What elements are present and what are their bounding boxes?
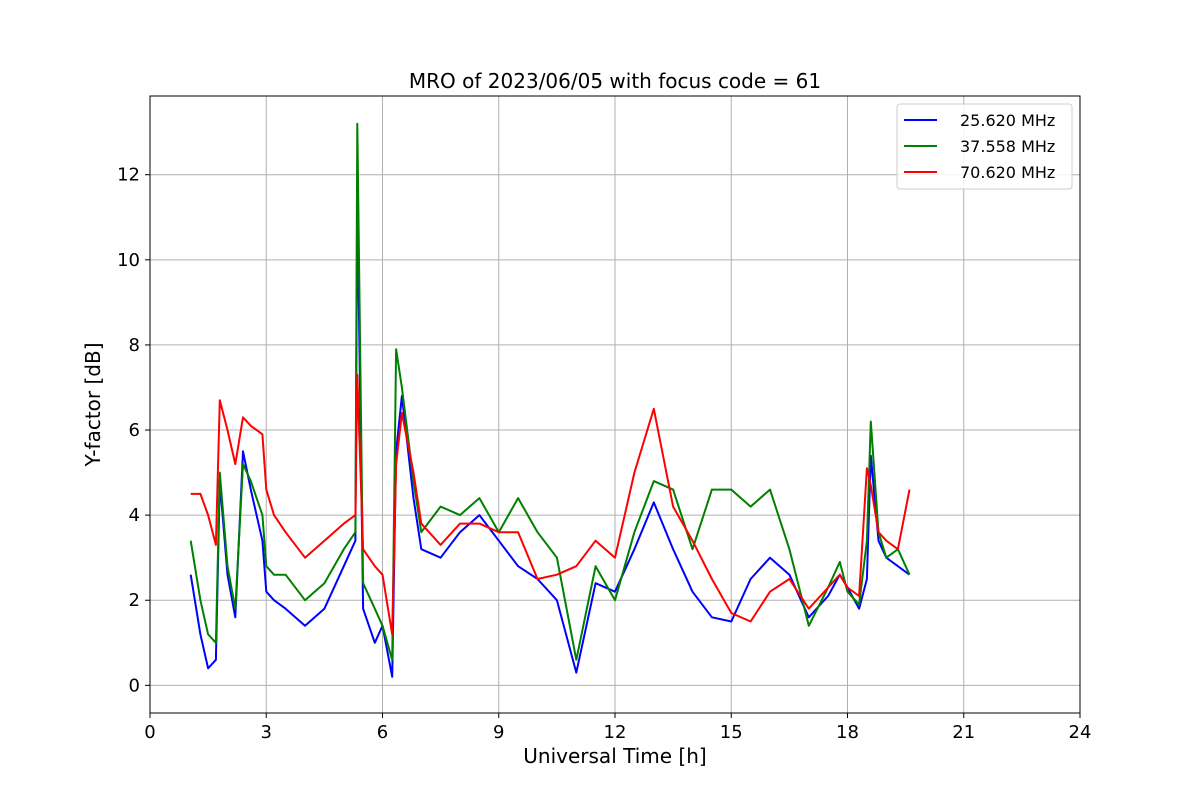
x-tick-label: 0 bbox=[144, 722, 155, 743]
legend-label: 70.620 MHz bbox=[960, 163, 1055, 182]
legend-box bbox=[896, 103, 1073, 190]
x-tick-label: 24 bbox=[1069, 722, 1092, 743]
legend: 25.620 MHz 37.558 MHz 70.620 MHz bbox=[896, 103, 1073, 190]
x-tick-label: 18 bbox=[836, 722, 859, 743]
x-tick-label: 15 bbox=[720, 722, 743, 743]
x-tick-label: 12 bbox=[604, 722, 627, 743]
series-line-3 bbox=[190, 373, 911, 636]
y-tick-label: 12 bbox=[117, 165, 140, 186]
chart-title: MRO of 2023/06/05 with focus code = 61 bbox=[409, 69, 821, 93]
series-line-2 bbox=[189, 122, 911, 661]
x-axis-label: Universal Time [h] bbox=[523, 744, 706, 768]
x-tick-label: 21 bbox=[952, 722, 975, 743]
legend-label: 25.620 MHz bbox=[960, 111, 1055, 130]
x-tick-label: 9 bbox=[493, 722, 504, 743]
y-tick-label: 4 bbox=[129, 505, 140, 526]
y-tick-label: 2 bbox=[129, 590, 140, 611]
y-tick-label: 10 bbox=[117, 250, 140, 271]
y-tick-label: 6 bbox=[129, 420, 140, 441]
x-tick-label: 3 bbox=[261, 722, 272, 743]
y-axis-label: Y-factor [dB] bbox=[81, 342, 105, 467]
y-tick-label: 8 bbox=[129, 335, 140, 356]
x-tick-label: 6 bbox=[377, 722, 388, 743]
legend-label: 37.558 MHz bbox=[960, 137, 1055, 156]
series-layer bbox=[189, 122, 911, 678]
y-tick-label: 0 bbox=[129, 675, 140, 696]
